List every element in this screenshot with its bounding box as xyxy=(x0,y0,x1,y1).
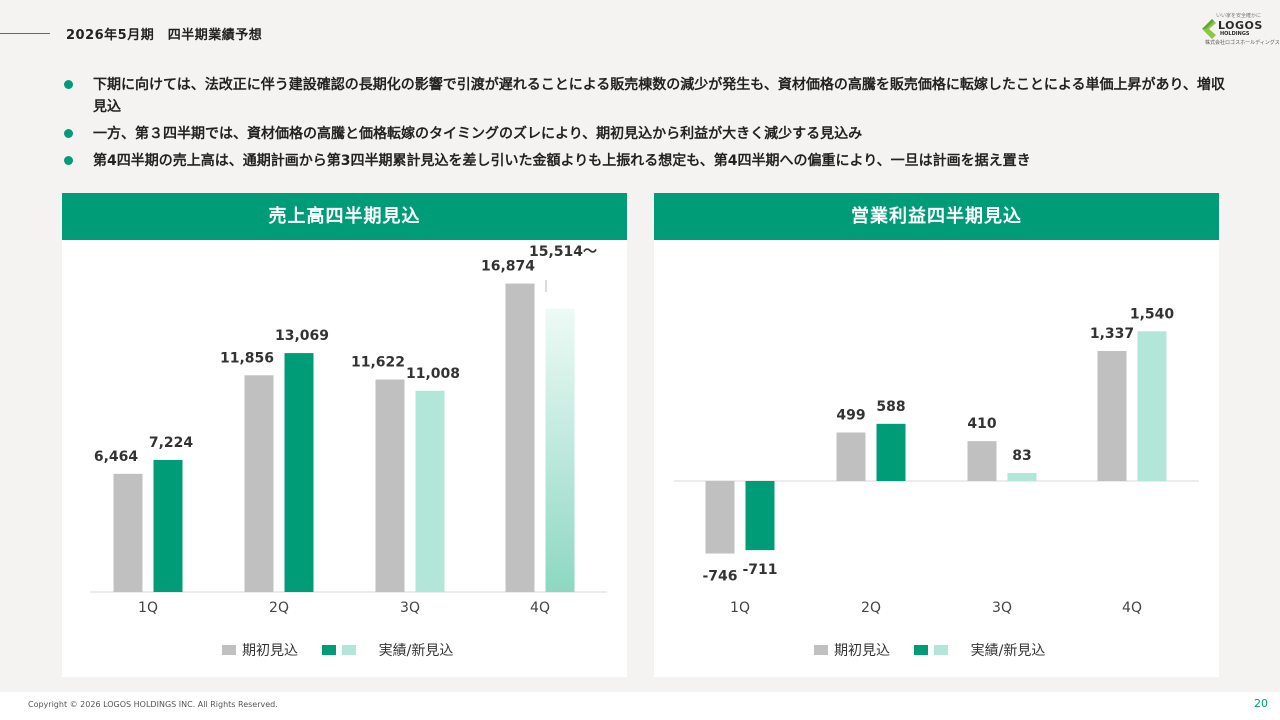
bar-initial-4Q xyxy=(505,283,535,592)
data-label-actual-2Q: 588 xyxy=(876,399,905,415)
data-label-actual-1Q: -711 xyxy=(742,562,777,578)
copyright: Copyright © 2026 LOGOS HOLDINGS INC. All… xyxy=(28,700,278,709)
x-tick-label-3Q: 3Q xyxy=(992,600,1012,616)
legend-label-initial: 期初見込 xyxy=(834,642,890,659)
x-tick-label-4Q: 4Q xyxy=(530,600,550,616)
legend-swatch-forecast xyxy=(934,645,948,655)
x-tick-label-1Q: 1Q xyxy=(138,600,158,616)
data-label-actual-3Q: 11,008 xyxy=(406,366,460,382)
legend-label-actual: 実績/新見込 xyxy=(379,643,454,659)
bar-actual-1Q xyxy=(745,481,775,551)
bar-initial-4Q xyxy=(1097,351,1127,481)
page-title: 2026年5月期 四半期業績予想 xyxy=(66,28,263,43)
data-label-initial-3Q: 410 xyxy=(967,416,996,432)
profit-chart-panel: 営業利益四半期見込 -746 -711 1Q 499 588 2Q 410 83 3Q 1,337… xyxy=(654,193,1219,677)
x-tick-label-4Q: 4Q xyxy=(1122,600,1142,616)
data-label-actual-1Q: 7,224 xyxy=(149,435,194,451)
data-label-actual-4Q: 1,540 xyxy=(1130,306,1175,322)
header-accent-line xyxy=(0,33,50,34)
data-label-initial-2Q: 499 xyxy=(836,407,865,423)
profit-chart-title: 営業利益四半期見込 xyxy=(654,193,1219,240)
summary-bullets: 下期に向けては、法改正に伴う建設確認の長期化の影響で引渡が遅れることによる販売棟… xyxy=(64,74,1234,177)
legend-label-actual: 実績/新見込 xyxy=(971,643,1046,659)
bullet-dot-icon xyxy=(64,156,73,165)
logo-corp: 株式会社ロゴスホールディングス xyxy=(1205,40,1280,46)
bar-actual-4Q xyxy=(1137,331,1167,481)
bar-actual-1Q xyxy=(153,459,183,592)
footer-band xyxy=(0,692,1280,720)
bar-initial-2Q xyxy=(836,432,866,481)
bar-actual-2Q xyxy=(876,423,906,481)
bar-initial-1Q xyxy=(113,473,143,592)
bullet-dot-icon xyxy=(64,129,73,138)
bar-initial-2Q xyxy=(244,375,274,592)
bullet-text: 一方、第３四半期では、資材価格の高騰と価格転嫁のタイミングのズレにより、期初見込… xyxy=(93,126,863,142)
bar-actual-3Q xyxy=(415,390,445,592)
x-tick-label-1Q: 1Q xyxy=(730,600,750,616)
data-label-initial-2Q: 11,856 xyxy=(220,350,274,366)
bullet-item: 第4四半期の売上高は、通期計画から第3四半期累計見込を差し引いた金額よりも上振れ… xyxy=(64,150,1234,172)
data-label-initial-3Q: 11,622 xyxy=(351,355,405,371)
page-number: 20 xyxy=(1254,697,1268,710)
logo-chevron-icon xyxy=(1202,19,1216,39)
data-label-initial-1Q: -746 xyxy=(702,569,737,585)
bullet-dot-icon xyxy=(64,80,73,89)
bullet-item: 下期に向けては、法改正に伴う建設確認の長期化の影響で引渡が遅れることによる販売棟… xyxy=(64,74,1234,118)
data-label-initial-4Q: 1,337 xyxy=(1090,326,1134,342)
data-label-actual-4Q: 15,514〜 xyxy=(529,244,597,260)
profit-chart: -746 -711 1Q 499 588 2Q 410 83 3Q 1,337 1,540 4Q 期初見… xyxy=(674,306,1199,659)
company-logo: いい家を安全確かに LOGOS HOLDINGS 株式会社ロゴスホールディングス xyxy=(1198,12,1280,46)
bar-actual-4Q xyxy=(545,308,575,592)
legend-label-initial: 期初見込 xyxy=(242,642,298,659)
bar-initial-3Q xyxy=(967,441,997,481)
x-tick-label-3Q: 3Q xyxy=(400,600,420,616)
logo-tagline: いい家を安全確かに xyxy=(1216,13,1262,19)
legend-swatch-initial xyxy=(814,645,828,655)
data-label-actual-2Q: 13,069 xyxy=(275,328,329,344)
logo-sub: HOLDINGS xyxy=(1220,31,1250,37)
legend-swatch-actual xyxy=(322,645,336,655)
bullet-item: 一方、第３四半期では、資材価格の高騰と価格転嫁のタイミングのズレにより、期初見込… xyxy=(64,123,1234,145)
sales-chart-title: 売上高四半期見込 xyxy=(62,193,627,240)
bar-actual-2Q xyxy=(284,353,314,592)
legend-swatch-forecast xyxy=(342,645,356,655)
legend-swatch-initial xyxy=(222,645,236,655)
bullet-text: 第4四半期の売上高は、通期計画から第3四半期累計見込を差し引いた金額よりも上振れ… xyxy=(93,153,1031,169)
logo-name: LOGOS xyxy=(1218,19,1263,32)
data-label-actual-3Q: 83 xyxy=(1012,448,1031,464)
sales-chart-panel: 売上高四半期見込 6,464 7,224 1Q 11,856 13,069 2Q 11,62… xyxy=(62,193,627,677)
bullet-text: 下期に向けては、法改正に伴う建設確認の長期化の影響で引渡が遅れることによる販売棟… xyxy=(93,77,1225,115)
bar-actual-3Q xyxy=(1007,472,1037,481)
bar-initial-3Q xyxy=(375,379,405,592)
legend-swatch-actual xyxy=(914,645,928,655)
data-label-initial-1Q: 6,464 xyxy=(94,449,139,465)
bar-initial-1Q xyxy=(705,481,735,554)
x-tick-label-2Q: 2Q xyxy=(861,600,881,616)
data-label-initial-4Q: 16,874 xyxy=(481,259,535,275)
x-tick-label-2Q: 2Q xyxy=(269,600,289,616)
